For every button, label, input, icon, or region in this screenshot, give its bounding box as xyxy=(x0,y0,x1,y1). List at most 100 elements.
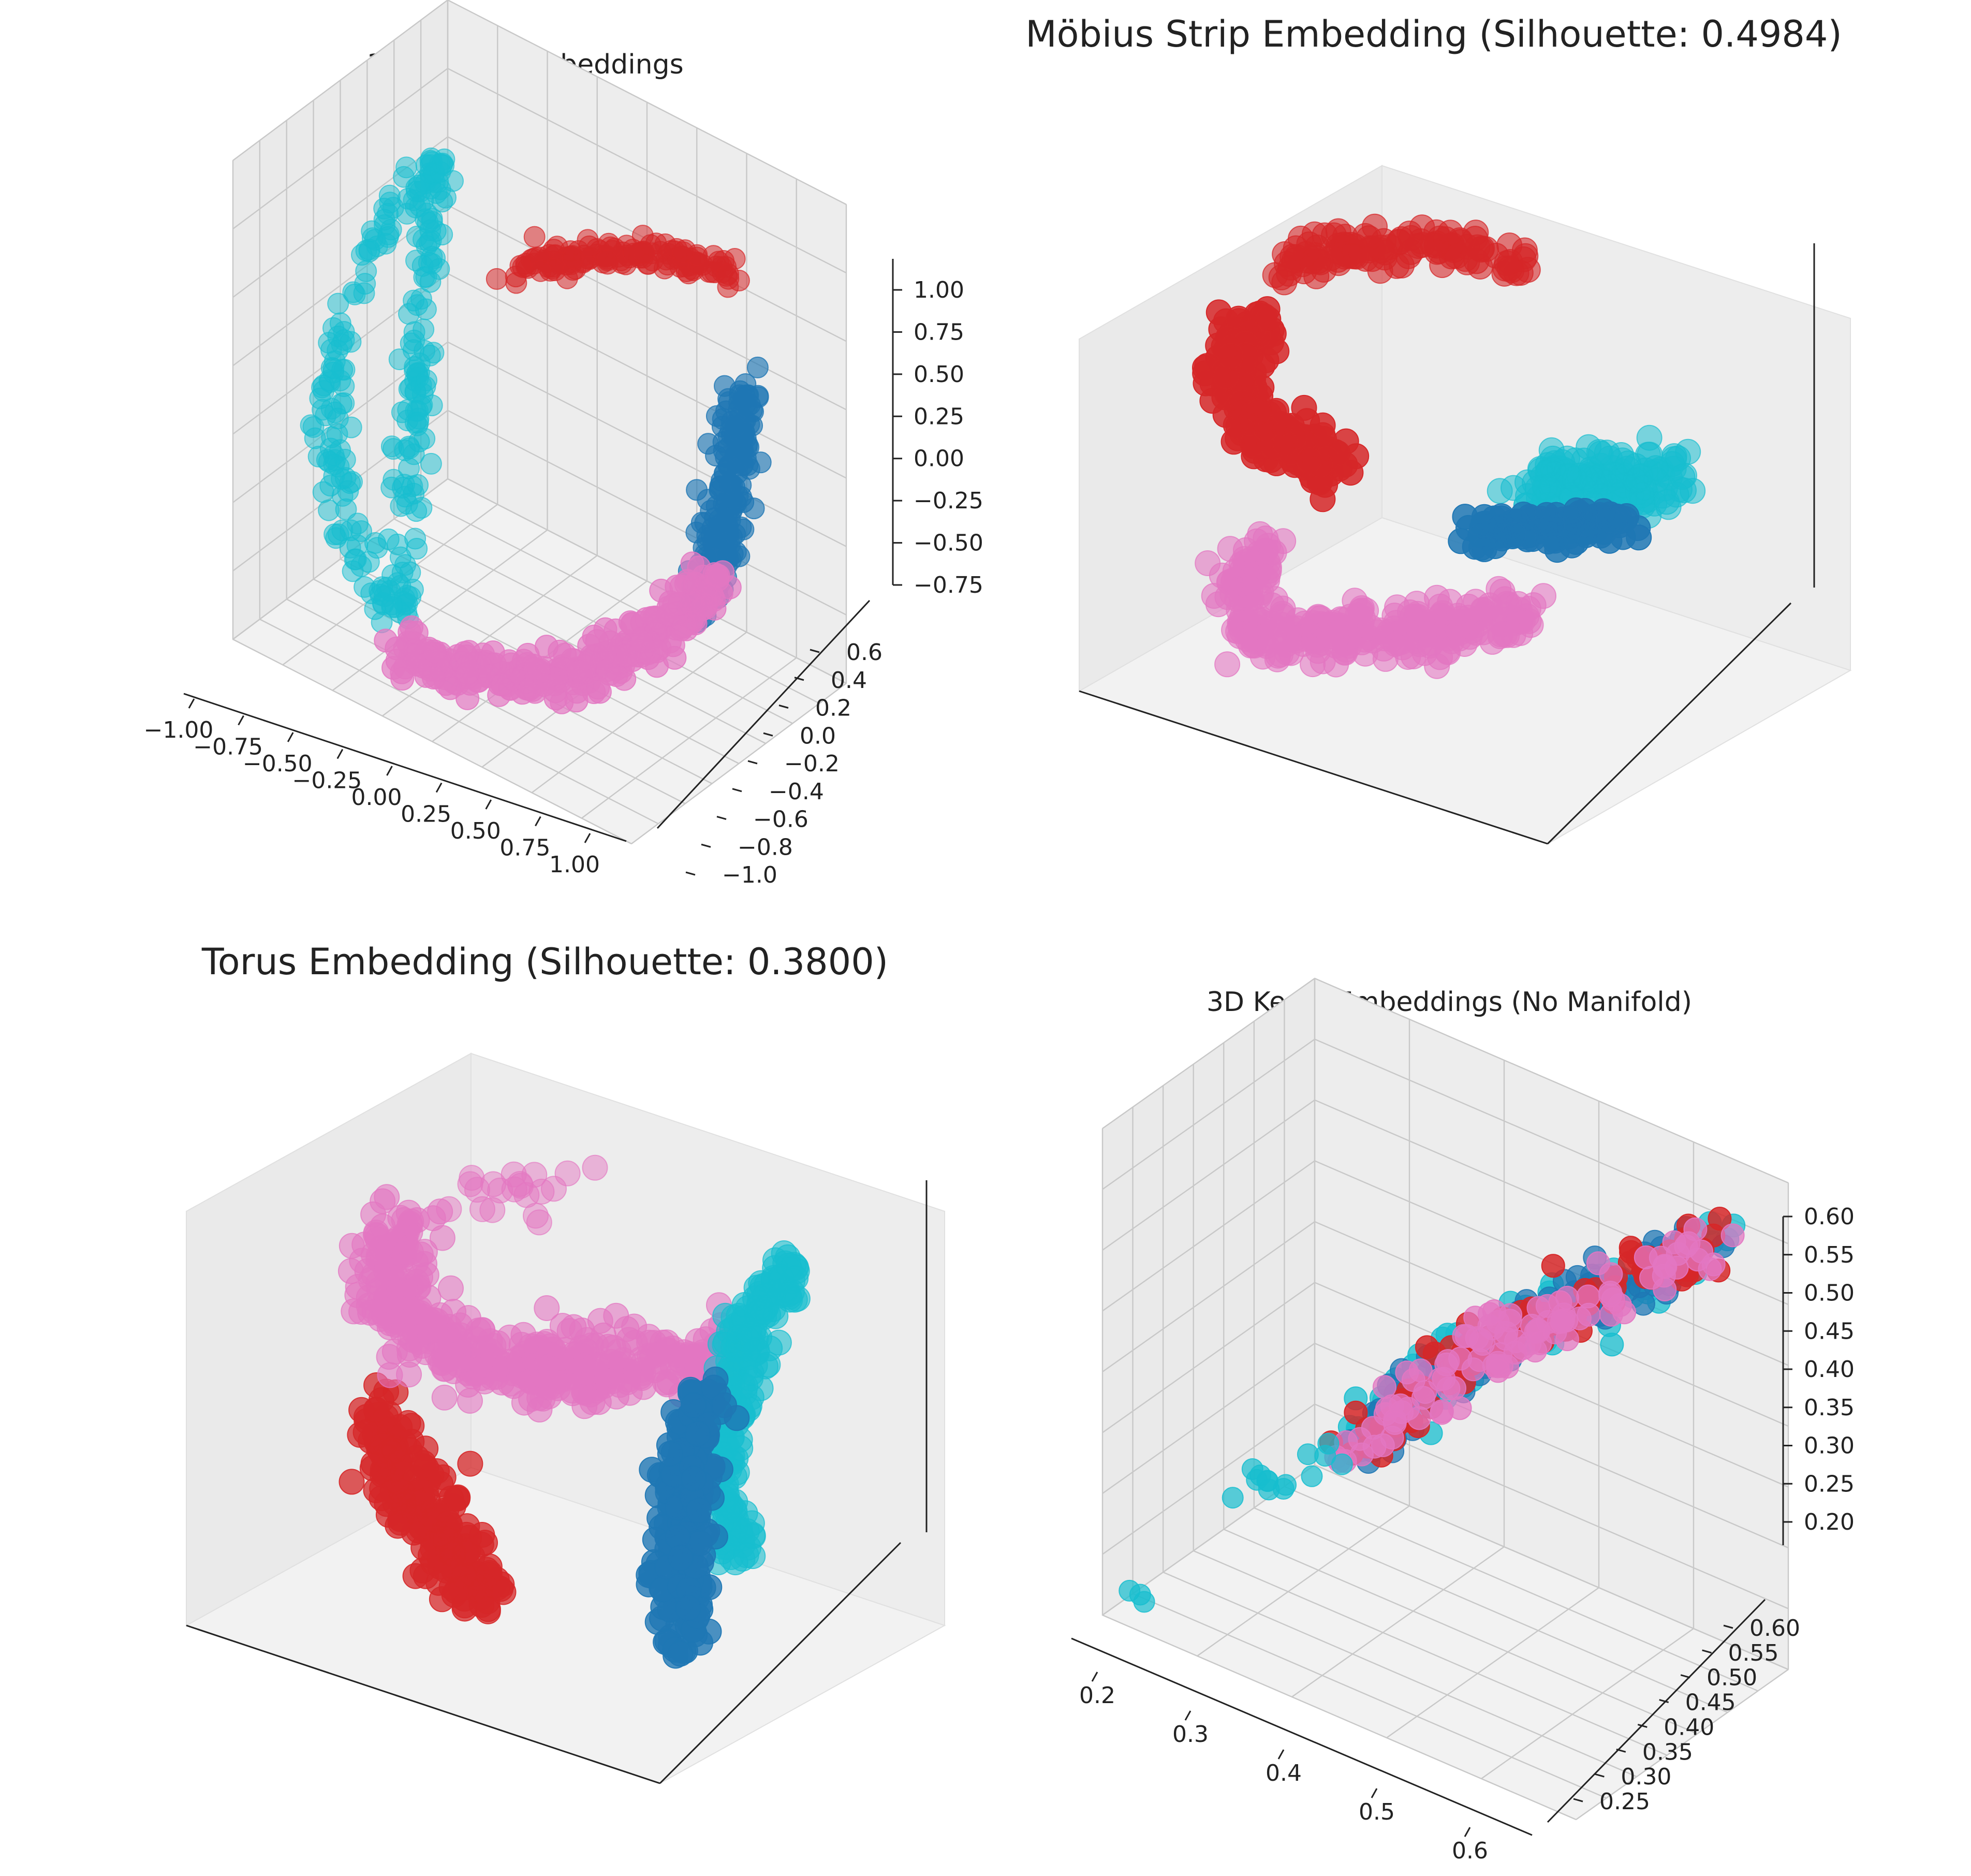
scatter-point xyxy=(453,1540,479,1566)
y-axis-tick-mark xyxy=(763,732,773,737)
scatter-point xyxy=(671,615,695,639)
y-axis-tick-mark xyxy=(1616,1748,1626,1753)
scatter-point xyxy=(721,1496,747,1522)
scatter-point xyxy=(368,1387,394,1413)
y-axis-tick-mark xyxy=(716,816,727,820)
scatter-point xyxy=(717,263,739,285)
scatter-point xyxy=(1245,399,1272,424)
y-axis-tick-label: 0.40 xyxy=(1664,1714,1714,1740)
grid-line xyxy=(1223,1529,1698,1735)
scatter-point xyxy=(1448,1346,1473,1371)
scatter-point xyxy=(391,401,413,423)
scatter-point xyxy=(374,1491,400,1517)
scatter-point xyxy=(385,636,409,661)
scatter-point xyxy=(395,156,417,179)
scatter-point xyxy=(714,462,736,484)
grid-line xyxy=(447,0,847,206)
scatter-point xyxy=(577,229,599,251)
scatter-point xyxy=(680,551,704,576)
scatter-point xyxy=(1296,447,1322,473)
scatter-point xyxy=(1300,651,1326,678)
scatter-point xyxy=(1480,605,1507,632)
scatter-point xyxy=(1454,1324,1479,1348)
grid-line xyxy=(1132,1593,1607,1799)
y-axis-tick-label: 0.25 xyxy=(1599,1789,1650,1815)
grid-line xyxy=(1314,1464,1789,1670)
grid-line xyxy=(420,498,820,704)
scatter-point xyxy=(1479,628,1506,655)
scatter-point xyxy=(675,1595,701,1621)
scatter-point xyxy=(468,1356,494,1382)
z-axis-tick-label: 0.60 xyxy=(1804,1204,1855,1230)
grid-line xyxy=(393,518,793,724)
y-axis-tick-label: 0.45 xyxy=(1685,1690,1736,1716)
scatter-point xyxy=(313,380,335,402)
scatter-point xyxy=(426,1546,453,1572)
z-axis-tick-label: 0.40 xyxy=(1804,1356,1855,1383)
scatter-point xyxy=(378,184,401,207)
scatter-point xyxy=(1586,439,1612,465)
y-axis-tick-label: 0.4 xyxy=(831,667,867,694)
scatter-point xyxy=(724,415,746,437)
grid-line xyxy=(232,638,632,845)
scatter-point xyxy=(1665,445,1691,472)
scatter-point xyxy=(312,399,334,421)
y-axis-line xyxy=(1547,1599,1766,1823)
grid-line xyxy=(1102,1403,1315,1555)
scatter-point xyxy=(1310,412,1336,438)
x-axis-tick-mark xyxy=(1184,1710,1192,1721)
scatter-point xyxy=(1352,246,1379,272)
x-axis-line xyxy=(1071,1637,1533,1836)
scatter-point xyxy=(436,1196,462,1222)
scatter-point xyxy=(457,1450,483,1477)
scatter-point xyxy=(755,1352,781,1378)
scatter-point xyxy=(1708,1207,1732,1231)
grid-line xyxy=(447,204,847,411)
scatter-point xyxy=(597,662,622,686)
grid-line xyxy=(1102,1343,1315,1494)
z-axis-tick-label: 0.55 xyxy=(1804,1242,1855,1268)
chart-title-mobius: Möbius Strip Embedding (Silhouette: 0.49… xyxy=(1025,13,1842,55)
scatter-point xyxy=(1446,625,1473,652)
grid-line xyxy=(1314,1282,1789,1488)
scatter-point xyxy=(587,1308,613,1334)
scatter-point xyxy=(469,1196,495,1222)
grid-line xyxy=(447,273,847,479)
scatter-point xyxy=(410,497,433,519)
scatter-point xyxy=(1526,1296,1551,1320)
scatter-point xyxy=(364,598,386,620)
scatter-point xyxy=(1486,1359,1510,1383)
y-axis-tick-label: 0.35 xyxy=(1642,1739,1693,1765)
scatter-point xyxy=(738,1365,764,1391)
y-axis-tick-mark xyxy=(701,843,711,848)
scatter-point xyxy=(1501,522,1527,548)
y-axis-tick-mark xyxy=(810,649,820,653)
keras-plot: 0.20.30.40.50.60.250.300.350.400.450.500… xyxy=(1071,977,1855,1864)
grid-line xyxy=(259,619,659,825)
grid-line xyxy=(232,0,448,161)
y-axis-tick-mark xyxy=(685,871,696,876)
scatter-point xyxy=(457,1388,483,1414)
scatter-point xyxy=(1532,474,1558,500)
scatter-point xyxy=(431,1384,458,1411)
scatter-point xyxy=(374,1184,400,1210)
scatter-point xyxy=(711,1392,737,1418)
scatter-point xyxy=(686,1497,712,1523)
x-axis-tick-mark xyxy=(584,833,591,843)
y-axis-tick-label: −0.8 xyxy=(738,834,793,860)
scatter-point xyxy=(469,1317,495,1343)
z-axis-tick-label: 0.75 xyxy=(914,319,964,345)
scatter-point xyxy=(779,1279,805,1305)
scatter-point xyxy=(1674,1234,1698,1258)
scatter-point xyxy=(440,1358,467,1384)
x-axis-tick-label: −0.75 xyxy=(193,734,263,760)
y-axis-tick-mark xyxy=(1595,1773,1605,1778)
scatter-point xyxy=(633,242,655,264)
scatter-point xyxy=(1217,343,1244,369)
scatter-point xyxy=(377,226,399,248)
scatter-point xyxy=(455,661,480,685)
y-axis-tick-mark xyxy=(1573,1798,1583,1802)
grid-line xyxy=(1481,1628,1694,1779)
scatter-point xyxy=(600,1368,626,1394)
y-axis-tick-label: 0.50 xyxy=(1707,1665,1757,1691)
